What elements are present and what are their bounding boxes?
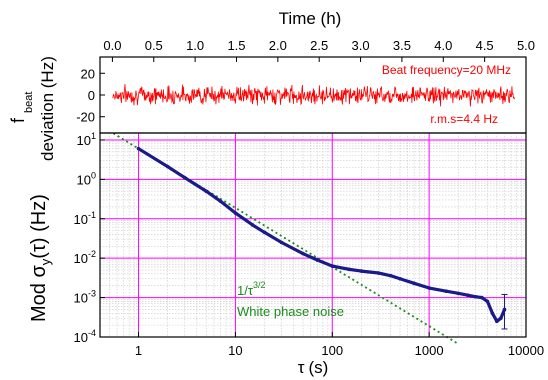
rms-annotation: r.m.s=4.4 Hz	[430, 112, 498, 126]
top-x-tick-label: 3.0	[352, 38, 370, 53]
tick-base: 10	[77, 133, 91, 148]
sigma-sub: y	[38, 258, 53, 265]
top-x-tick-label: 5.0	[517, 38, 535, 53]
allan-deviation-point	[499, 316, 503, 320]
bottom-y-tick-label: 10-1	[74, 210, 96, 227]
bottom-x-tick-label: 1	[135, 343, 142, 358]
allan-deviation-point	[204, 189, 209, 194]
allan-deviation-point	[376, 271, 381, 275]
tick-exponent: -1	[88, 210, 96, 220]
allan-deviation-point	[485, 299, 490, 304]
top-x-tick-label: 0.5	[145, 38, 163, 53]
bottom-y-tick-label: 10-4	[74, 328, 96, 345]
bottom-y-tick-label: 100	[77, 170, 96, 187]
tick-base: 10	[74, 212, 88, 227]
allan-deviation-point	[456, 291, 461, 296]
allan-deviation-series	[112, 132, 508, 345]
white-phase-noise-label: White phase noise	[237, 304, 344, 319]
allan-deviation-point	[182, 175, 187, 180]
bottom-y-title: Mod σy(τ) (Hz)	[28, 194, 53, 322]
allan-deviation-point	[165, 164, 170, 169]
allan-deviation-point	[233, 211, 238, 215]
beat-deviation-series	[112, 84, 516, 107]
slope-label-base: 1/τ	[237, 283, 254, 298]
bottom-x-tick-label: 1000	[415, 343, 444, 358]
tick-base: 10	[74, 330, 88, 345]
allan-deviation-point	[480, 295, 484, 300]
bottom-x-tick-label: 10	[228, 343, 242, 358]
tick-base: 10	[74, 291, 88, 306]
bottom-x-ticks: 1 10 100 1000 10000	[135, 332, 544, 358]
allan-deviation-point	[398, 276, 402, 281]
tau-tail: (τ) (Hz)	[28, 194, 50, 259]
top-x-ticks: 0.0 0.5 1.0 1.5 2.0 2.5 3.0 3.5 4.0 4.5 5.0	[103, 38, 535, 62]
allan-deviation-point	[388, 273, 393, 278]
bottom-x-tick-label: 100	[321, 343, 343, 358]
slope-label: 1/τ3/2	[237, 280, 266, 298]
top-x-tick-label: 2.0	[269, 38, 287, 53]
allan-deviation-point	[301, 251, 305, 256]
bottom-y-axis-title: Mod σy(τ) (Hz)	[28, 194, 53, 322]
allan-deviation-point	[315, 258, 320, 262]
tick-exponent: 0	[91, 170, 96, 180]
top-y-title-sub: beat	[23, 92, 35, 113]
allan-deviation-point	[262, 230, 267, 235]
top-y-tick-label: -20	[76, 110, 95, 125]
bottom-plot-frame	[99, 132, 527, 338]
slope-label-exponent: 3/2	[253, 280, 266, 290]
tick-base: 10	[77, 172, 91, 187]
top-panel: Time (h) 0.0 0.5 1.0 1.5 2.0 2.5 3.0 3.5 4.0 4.5 5…	[8, 9, 535, 161]
bottom-y-tick-label: 10-3	[74, 289, 96, 306]
allan-deviation-point	[412, 281, 416, 286]
beat-frequency-annotation: Beat frequency=20 MHz	[382, 63, 511, 77]
allan-deviation-point	[444, 289, 448, 294]
top-y-title-f: f	[8, 117, 28, 123]
tick-exponent: -4	[88, 328, 96, 338]
allan-deviation-point	[250, 223, 255, 227]
allan-deviation-point	[330, 264, 335, 268]
allan-deviation-point	[347, 267, 352, 272]
beat-deviation-trace	[112, 84, 516, 107]
top-x-tick-label: 3.5	[393, 38, 411, 53]
allan-deviation-point	[465, 293, 470, 297]
allan-deviation-point	[279, 240, 284, 245]
top-x-tick-label: 1.5	[227, 38, 245, 53]
mod-sigma: Mod σ	[28, 265, 50, 322]
allan-deviation-point	[490, 311, 495, 316]
bottom-x-axis-title: τ (s)	[298, 358, 329, 377]
top-x-tick-label: 0.0	[103, 38, 121, 53]
top-x-tick-label: 4.5	[476, 38, 494, 53]
top-y-tick-label: 20	[81, 66, 95, 81]
tick-exponent: 1	[91, 131, 96, 141]
allan-deviation-point	[473, 294, 478, 299]
bottom-y-tick-label: 101	[77, 131, 96, 148]
tick-exponent: -2	[88, 249, 96, 259]
top-y-axis-title: f beat deviation (Hz)	[8, 56, 57, 161]
allan-deviation-point	[427, 286, 431, 290]
top-x-tick-label: 1.0	[186, 38, 204, 53]
top-x-axis-title: Time (h)	[279, 9, 342, 28]
allan-deviation-curve	[137, 147, 506, 323]
top-y-title-deviation: deviation (Hz)	[38, 56, 57, 161]
bottom-y-tick-label: 10-2	[74, 249, 96, 266]
allan-deviation-point	[136, 146, 141, 151]
bottom-x-tick-label: 10000	[508, 343, 544, 358]
top-y-tick-label: 0	[88, 88, 95, 103]
tau-symbol: τ	[298, 358, 305, 377]
tau-unit: (s)	[308, 358, 328, 377]
allan-deviation-point	[218, 199, 223, 203]
top-x-tick-label: 2.5	[310, 38, 328, 53]
tick-exponent: -3	[88, 289, 96, 299]
top-x-tick-label: 4.0	[434, 38, 452, 53]
tick-base: 10	[74, 251, 88, 266]
allan-deviation-point	[495, 319, 499, 324]
white-phase-noise-fit-line	[112, 132, 459, 345]
allan-deviation-point	[359, 269, 364, 273]
top-y-ticks: -20 0 20	[76, 66, 105, 125]
